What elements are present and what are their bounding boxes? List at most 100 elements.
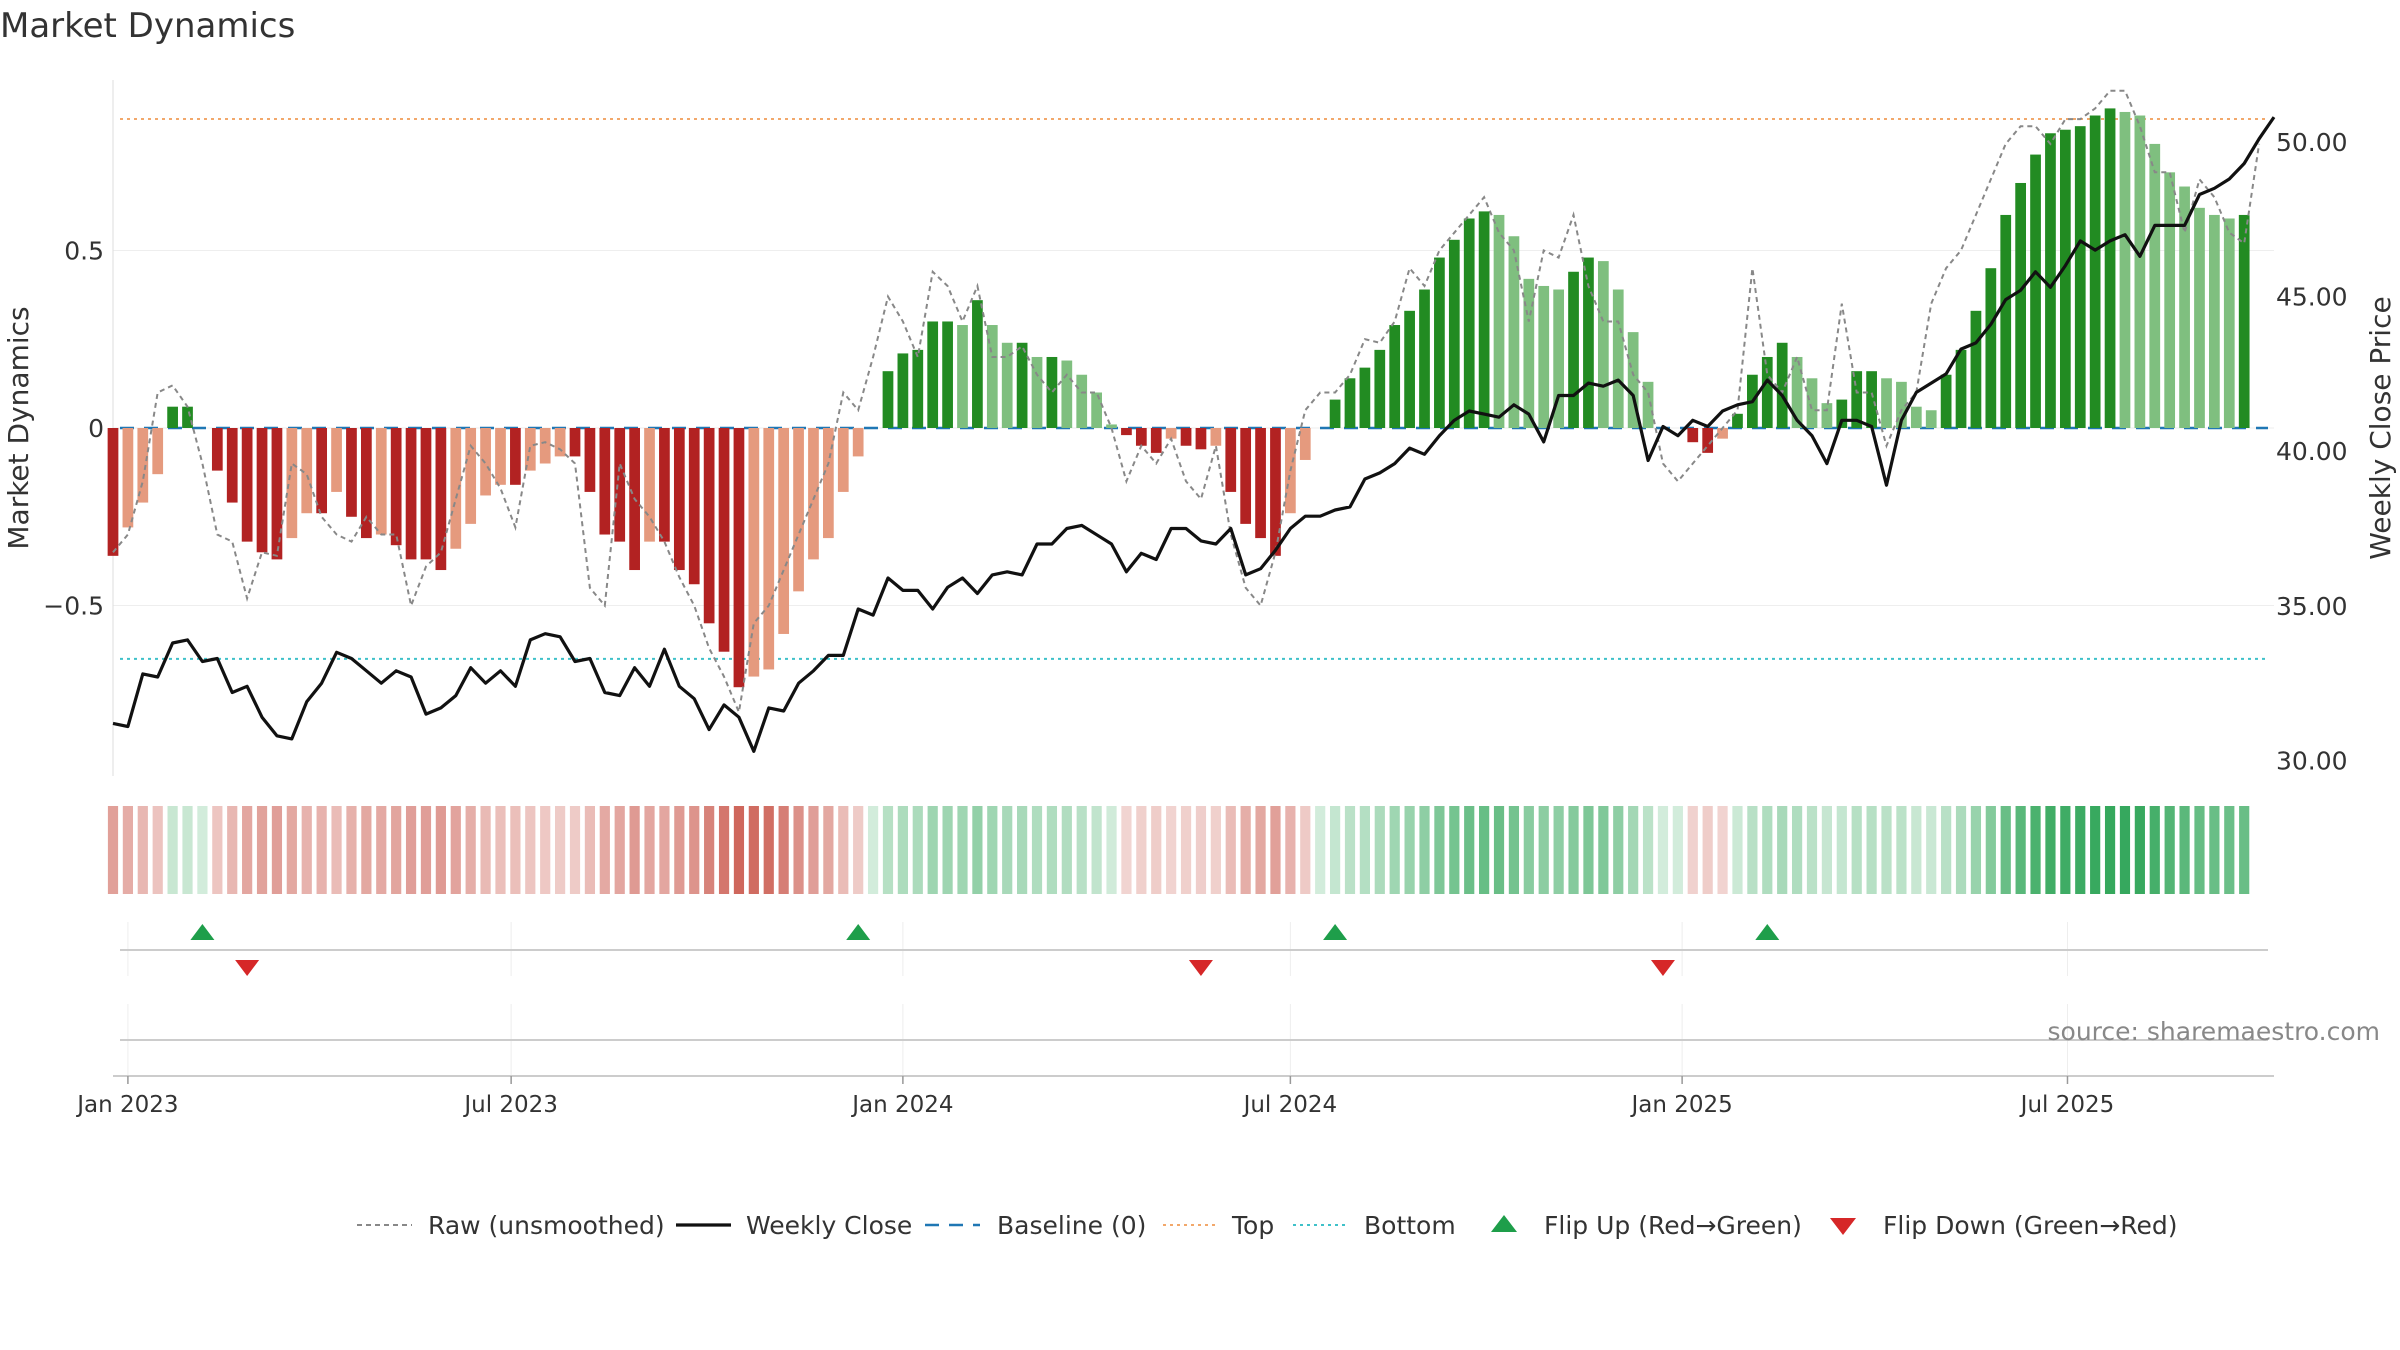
regime-strip-cell bbox=[301, 806, 312, 894]
dynamics-bar bbox=[480, 428, 491, 496]
regime-strip-cell bbox=[1210, 806, 1221, 894]
regime-strip-cell bbox=[465, 806, 476, 894]
dynamics-bar bbox=[435, 428, 447, 571]
dynamics-bar bbox=[1150, 428, 1162, 453]
regime-strip-cell bbox=[1151, 806, 1162, 894]
dynamics-bar bbox=[1448, 239, 1460, 428]
regime-strip-cell bbox=[1091, 806, 1102, 894]
legend-flip-down-swatch bbox=[1830, 1218, 1856, 1235]
regime-strip-cell bbox=[1866, 806, 1877, 894]
regime-strip-cell bbox=[1434, 806, 1445, 894]
dynamics-bar bbox=[1180, 428, 1192, 446]
regime-strip-cell bbox=[1896, 806, 1907, 894]
regime-strip-cell bbox=[1017, 806, 1028, 894]
dynamics-bar bbox=[1508, 236, 1520, 428]
dynamics-bar bbox=[1270, 428, 1281, 556]
right-tick-label: 50.00 bbox=[2276, 128, 2348, 157]
regime-strip-cell bbox=[1359, 806, 1370, 894]
dynamics-bar bbox=[1597, 261, 1609, 428]
dynamics-bar bbox=[778, 428, 790, 634]
dynamics-bar bbox=[1642, 381, 1654, 428]
regime-strip-cell bbox=[1821, 806, 1832, 894]
regime-strip-cell bbox=[1046, 806, 1058, 894]
regime-strip-cell bbox=[2000, 806, 2011, 894]
dynamics-bar bbox=[554, 428, 566, 457]
dynamics-bar bbox=[2179, 186, 2190, 428]
regime-strip-cell bbox=[1493, 806, 1505, 894]
regime-strip-cell bbox=[1002, 806, 1013, 894]
dynamics-bar bbox=[1210, 428, 1222, 446]
dynamics-bar bbox=[1389, 325, 1401, 428]
dynamics-bar bbox=[107, 428, 119, 556]
dynamics-bar bbox=[2045, 133, 2056, 428]
right-tick-label: 45.00 bbox=[2276, 283, 2348, 312]
regime-strip-cell bbox=[1464, 806, 1475, 894]
dynamics-bar bbox=[1553, 289, 1564, 428]
dynamics-bar bbox=[1627, 332, 1639, 428]
dynamics-bar bbox=[1076, 374, 1088, 428]
dynamics-bar bbox=[2015, 182, 2027, 428]
regime-strip-cell bbox=[2119, 806, 2131, 894]
regime-strip-cell bbox=[1911, 806, 1922, 894]
dynamics-bar bbox=[688, 428, 700, 585]
regime-strip-cell bbox=[838, 806, 849, 894]
dynamics-bar bbox=[465, 428, 477, 524]
dynamics-bar bbox=[1896, 381, 1907, 428]
regime-strip-cell bbox=[584, 806, 596, 894]
dynamics-bar bbox=[301, 428, 313, 514]
regime-strip-cell bbox=[212, 806, 223, 894]
dynamics-bar bbox=[2119, 111, 2131, 429]
regime-strip-cell bbox=[689, 806, 700, 894]
regime-strip-cell bbox=[659, 806, 670, 894]
regime-strip-cell bbox=[867, 806, 879, 894]
dynamics-bar bbox=[1791, 356, 1803, 428]
date-tick-label: Jan 2023 bbox=[75, 1092, 178, 1118]
regime-strip-cell bbox=[376, 806, 387, 894]
left-tick-label: −0.5 bbox=[43, 592, 104, 621]
dynamics-bar bbox=[241, 428, 253, 542]
dynamics-bar bbox=[152, 428, 164, 475]
dynamics-bar bbox=[495, 428, 506, 485]
regime-strip bbox=[107, 806, 2250, 894]
dynamics-bar bbox=[748, 428, 760, 677]
level-lines bbox=[120, 118, 2268, 660]
dynamics-bar bbox=[733, 428, 745, 688]
right-tick-label: 30.00 bbox=[2276, 747, 2348, 776]
regime-strip-cell bbox=[361, 806, 372, 894]
regime-strip-cell bbox=[972, 806, 983, 894]
dynamics-bar bbox=[375, 428, 387, 535]
regime-strip-cell bbox=[927, 806, 938, 894]
dynamics-bar bbox=[539, 428, 551, 464]
regime-strip-cell bbox=[957, 806, 968, 894]
regime-strip-cell bbox=[1329, 806, 1341, 894]
dynamics-bar bbox=[2194, 207, 2205, 428]
regime-strip-cell bbox=[1836, 806, 1847, 894]
dynamics-bar bbox=[897, 353, 909, 428]
dynamics-bar bbox=[673, 428, 685, 571]
legend-label: Bottom bbox=[1364, 1211, 1456, 1240]
dynamics-bar bbox=[1061, 360, 1073, 428]
regime-strip-cell bbox=[1791, 806, 1803, 894]
left-tick-label: 0 bbox=[88, 414, 104, 443]
regime-strip-cell bbox=[1762, 806, 1773, 894]
regime-strip-cell bbox=[495, 806, 506, 894]
dynamics-bar bbox=[256, 428, 268, 553]
regime-strip-cell bbox=[793, 806, 804, 894]
regime-strip-cell bbox=[331, 806, 342, 894]
dynamics-bar bbox=[1299, 428, 1311, 460]
raw-series bbox=[112, 89, 2261, 716]
dynamics-bar bbox=[1344, 378, 1356, 428]
flip-down-marker bbox=[1650, 960, 1675, 976]
regime-strip-cell bbox=[2075, 806, 2086, 894]
regime-strip-cell bbox=[1955, 806, 1967, 894]
dynamics-bar bbox=[2238, 214, 2250, 428]
dynamics-bar bbox=[2209, 214, 2220, 428]
date-tick-label: Jul 2023 bbox=[462, 1092, 558, 1118]
regime-strip-cell bbox=[1449, 806, 1460, 894]
weekly-close-series bbox=[112, 116, 2276, 753]
regime-strip-cell bbox=[1598, 806, 1609, 894]
regime-strip-cell bbox=[182, 806, 193, 894]
regime-strip-cell bbox=[242, 806, 253, 894]
flip-panel bbox=[120, 922, 2268, 976]
